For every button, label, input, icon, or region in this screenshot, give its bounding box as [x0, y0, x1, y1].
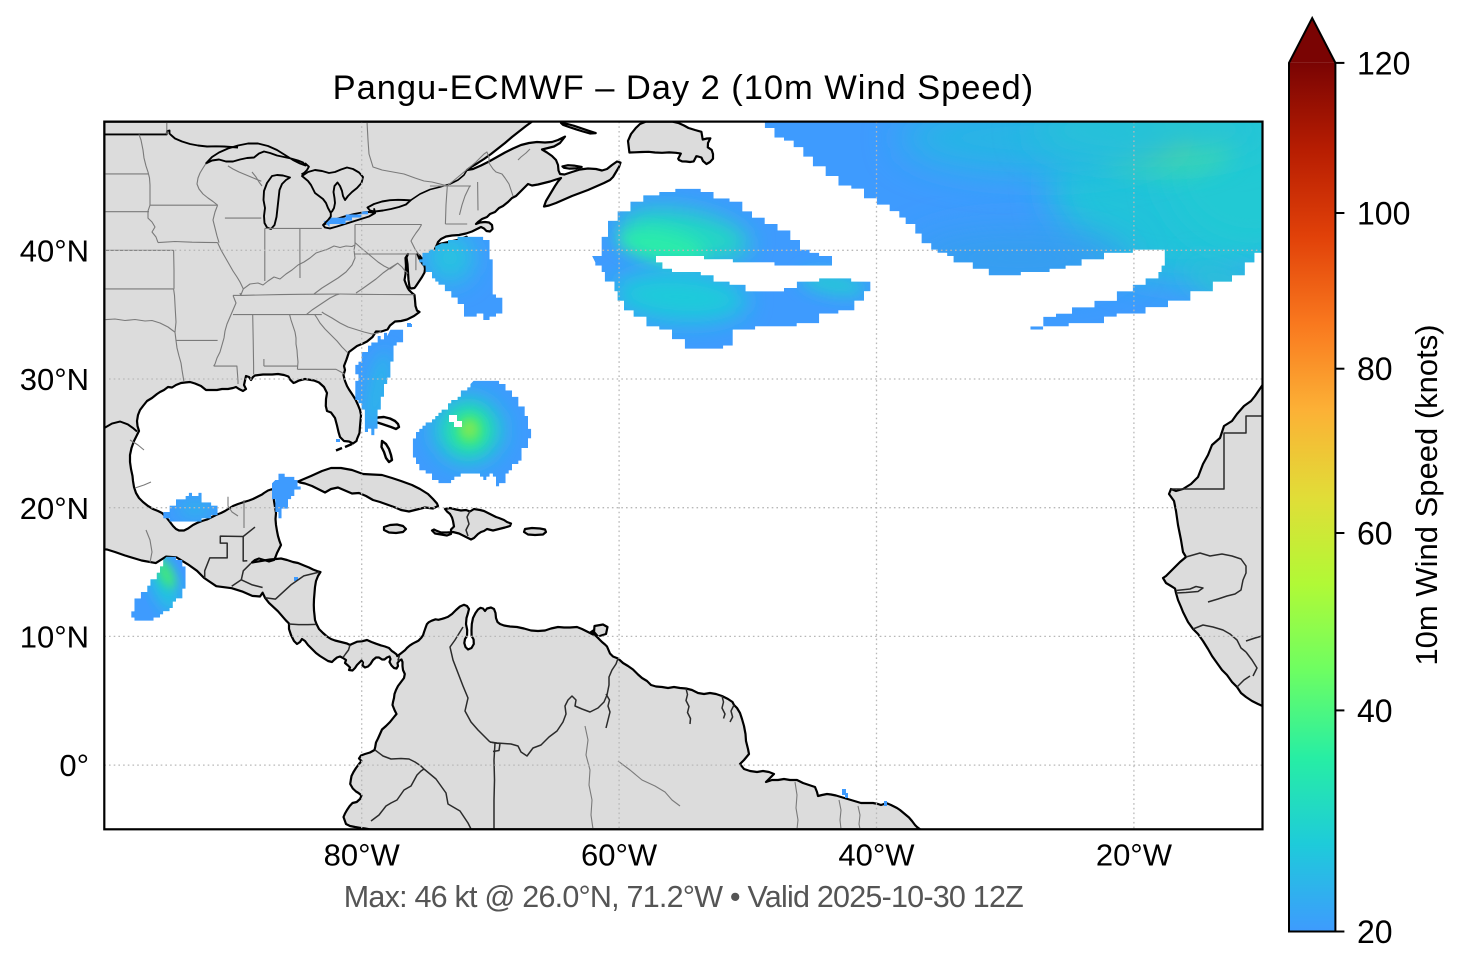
svg-text:40°N: 40°N: [20, 233, 89, 268]
svg-text:60: 60: [1357, 516, 1393, 552]
svg-text:10m Wind Speed (knots): 10m Wind Speed (knots): [1409, 324, 1444, 665]
svg-text:120: 120: [1357, 45, 1410, 81]
svg-text:20: 20: [1357, 914, 1393, 950]
svg-text:20°N: 20°N: [20, 491, 89, 526]
svg-text:40: 40: [1357, 693, 1393, 729]
svg-text:Max: 46 kt @ 26.0°N, 71.2°W •: Max: 46 kt @ 26.0°N, 71.2°W • Valid 2025…: [344, 880, 1023, 914]
svg-text:10°N: 10°N: [20, 620, 89, 655]
svg-text:Pangu-ECMWF – Day 2 (10m Wind: Pangu-ECMWF – Day 2 (10m Wind Speed): [333, 69, 1034, 107]
svg-text:80: 80: [1357, 351, 1393, 387]
svg-text:20°W: 20°W: [1096, 838, 1173, 873]
svg-text:30°N: 30°N: [20, 362, 89, 397]
svg-text:40°W: 40°W: [838, 838, 915, 873]
svg-text:100: 100: [1357, 196, 1410, 232]
svg-text:80°W: 80°W: [324, 838, 401, 873]
svg-text:0°: 0°: [59, 748, 89, 783]
svg-text:60°W: 60°W: [581, 838, 658, 873]
